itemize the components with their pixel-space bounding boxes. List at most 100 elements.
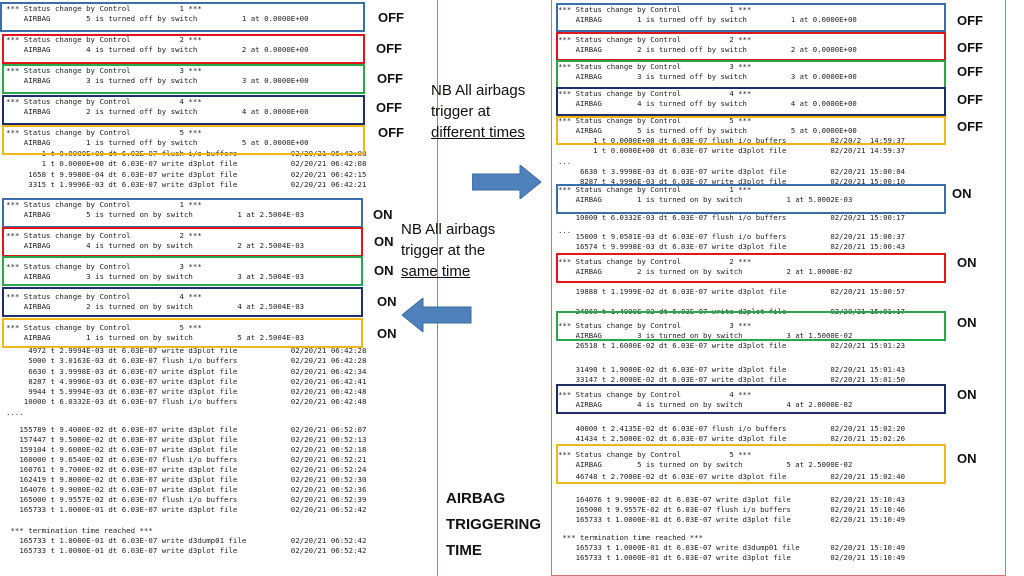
log-line: 8287 t 4.9996E-03 dt 6.03E-07 write d3pl… (6, 377, 367, 386)
off-label: OFF (378, 125, 404, 140)
log-line: *** Status change by Control 5 *** (558, 450, 752, 459)
log-line: AIRBAG 3 is turned off by switch 3 at 0.… (558, 72, 857, 81)
log-line: *** Status change by Control 3 *** (6, 262, 202, 271)
log-line: AIRBAG 5 is turned off by switch 1 at 0.… (6, 14, 309, 23)
highlight-box (2, 64, 365, 94)
log-line: 40000 t 2.4135E-02 dt 6.03E-07 flush i/o… (558, 424, 906, 433)
off-label: OFF (957, 64, 983, 79)
log-line: 155789 t 9.4000E-02 dt 6.03E-07 write d3… (6, 425, 367, 434)
log-line: *** Status change by Control 3 *** (6, 66, 202, 75)
off-label: OFF (957, 92, 983, 107)
highlight-box (2, 227, 363, 257)
on-label: ON (957, 387, 977, 402)
log-line: 165733 t 1.0000E-01 dt 6.03E-07 write d3… (6, 546, 367, 555)
log-line: *** termination time reached *** (558, 533, 703, 542)
highlight-box (556, 311, 946, 341)
log-line: ... (558, 226, 572, 235)
off-label: OFF (377, 71, 403, 86)
log-line: 33147 t 2.0000E-02 dt 6.03E-07 write d3p… (558, 375, 906, 384)
log-line: *** Status change by Control 2 *** (6, 231, 202, 240)
log-line: 162419 t 9.8000E-02 dt 6.03E-07 write d3… (6, 475, 367, 484)
log-line: 164076 t 9.9000E-02 dt 6.03E-07 write d3… (558, 495, 906, 504)
off-label: OFF (957, 13, 983, 28)
highlight-box (556, 253, 946, 283)
on-label: ON (952, 186, 972, 201)
log-line: AIRBAG 4 is turned on by switch 2 at 2.5… (6, 241, 305, 250)
log-line: 165000 t 9.9557E-02 dt 6.03E-07 flush i/… (6, 495, 367, 504)
log-line: 160761 t 9.7000E-02 dt 6.03E-07 write d3… (6, 465, 367, 474)
on-label: ON (373, 207, 393, 222)
log-line: 26518 t 1.6000E-02 dt 6.03E-07 write d3p… (558, 341, 906, 350)
log-line: 165733 t 1.0000E-01 dt 6.03E-07 write d3… (6, 505, 367, 514)
log-line: 41434 t 2.5000E-02 dt 6.03E-07 write d3p… (558, 434, 906, 443)
arrow-left-icon (402, 298, 472, 332)
log-line: 165733 t 1.0000E-01 dt 6.03E-07 write d3… (558, 515, 906, 524)
log-line: *** Status change by Control 4 *** (6, 292, 202, 301)
log-line: ... (558, 157, 572, 166)
log-line: AIRBAG 5 is turned off by switch 5 at 0.… (558, 126, 857, 135)
log-line: 10000 t 6.0332E-03 dt 6.03E-07 flush i/o… (6, 397, 367, 406)
highlight-box (0, 2, 365, 32)
log-line: *** Status change by Control 5 *** (6, 128, 202, 137)
log-line: *** Status change by Control 1 *** (558, 5, 752, 14)
highlight-box (2, 34, 365, 64)
highlight-box (556, 384, 946, 414)
log-line: 15000 t 9.0501E-03 dt 6.03E-07 flush i/o… (558, 232, 906, 241)
log-line: *** Status change by Control 2 *** (558, 35, 752, 44)
log-line: AIRBAG 1 is turned on by switch 5 at 2.5… (6, 333, 305, 342)
note-different-times: NB All airbags trigger at different time… (431, 82, 526, 141)
log-line: 164076 t 9.9000E-02 dt 6.03E-07 write d3… (6, 485, 367, 494)
right-log-panel: *** Status change by Control 1 *** AIRBA… (551, 0, 1006, 576)
highlight-box (2, 256, 363, 286)
log-line: *** Status change by Control 2 *** (6, 35, 202, 44)
log-line: 16574 t 9.9998E-03 dt 6.03E-07 write d3p… (558, 242, 906, 251)
log-line: AIRBAG 2 is turned off by switch 2 at 0.… (558, 45, 857, 54)
log-line: 1 t 0.0000E+00 dt 6.03E-07 write d3plot … (558, 146, 906, 155)
on-label: ON (957, 315, 977, 330)
log-line: 165733 t 1.0000E-01 dt 6.03E-07 write d3… (558, 553, 906, 562)
log-line: AIRBAG 4 is turned off by switch 4 at 0.… (558, 99, 857, 108)
highlight-box (2, 287, 363, 317)
highlight-box (556, 32, 946, 61)
log-line: 159104 t 9.6000E-02 dt 6.03E-07 write d3… (6, 445, 367, 454)
log-line: AIRBAG 3 is turned off by switch 3 at 0.… (6, 76, 309, 85)
log-line: *** Status change by Control 5 *** (558, 116, 752, 125)
log-line: 8287 t 4.9996E-03 dt 6.03E-07 write d3pl… (558, 177, 906, 186)
log-line: AIRBAG 3 is turned on by switch 3 at 1.5… (558, 331, 853, 340)
highlight-box (556, 184, 946, 214)
log-line: *** Status change by Control 1 *** (558, 185, 752, 194)
log-line: *** Status change by Control 3 *** (558, 62, 752, 71)
on-label: ON (374, 263, 394, 278)
highlight-box (556, 60, 946, 89)
log-line: 157447 t 9.5000E-02 dt 6.03E-07 write d3… (6, 435, 367, 444)
log-line: 165000 t 9.9557E-02 dt 6.03E-07 flush i/… (558, 505, 906, 514)
log-line: AIRBAG 2 is turned on by switch 2 at 1.0… (558, 267, 853, 276)
off-label: OFF (957, 40, 983, 55)
left-log-text: *** Status change by Control 1 *** AIRBA… (0, 0, 437, 576)
on-label: ON (957, 255, 977, 270)
off-label: OFF (378, 10, 404, 25)
highlight-box (2, 125, 365, 155)
log-line: *** termination time reached *** (6, 526, 153, 535)
on-label: ON (374, 234, 394, 249)
log-line: 3315 t 1.9996E-03 dt 6.03E-07 write d3pl… (6, 180, 367, 189)
on-label: ON (957, 451, 977, 466)
log-line: *** Status change by Control 1 *** (6, 4, 202, 13)
log-line: 6630 t 3.9998E-03 dt 6.03E-07 write d3pl… (558, 167, 906, 176)
log-line: 165733 t 1.0000E-01 dt 6.03E-07 write d3… (6, 536, 367, 545)
log-line: AIRBAG 1 is turned off by switch 5 at 0.… (6, 138, 309, 147)
log-line: .... (6, 408, 24, 417)
highlight-box (2, 318, 363, 348)
log-line: AIRBAG 1 is turned on by switch 1 at 5.0… (558, 195, 853, 204)
log-line: 1 t 0.0000E+00 dt 6.03E-07 write d3plot … (6, 159, 367, 168)
log-line: 6630 t 3.9998E-03 dt 6.03E-07 write d3pl… (6, 367, 367, 376)
log-line: AIRBAG 1 is turned off by switch 1 at 0.… (558, 15, 857, 24)
right-log-text: *** Status change by Control 1 *** AIRBA… (552, 0, 1005, 575)
note-same-time: NB All airbags trigger at the same time (401, 221, 496, 280)
on-label: ON (377, 294, 397, 309)
log-line: *** Status change by Control 4 *** (558, 89, 752, 98)
log-line: 1658 t 9.9980E-04 dt 6.03E-07 write d3pl… (6, 170, 367, 179)
highlight-box (556, 87, 946, 116)
log-line: AIRBAG 4 is turned on by switch 4 at 2.0… (558, 400, 853, 409)
log-line: AIRBAG 5 is turned on by switch 5 at 2.5… (558, 460, 853, 469)
